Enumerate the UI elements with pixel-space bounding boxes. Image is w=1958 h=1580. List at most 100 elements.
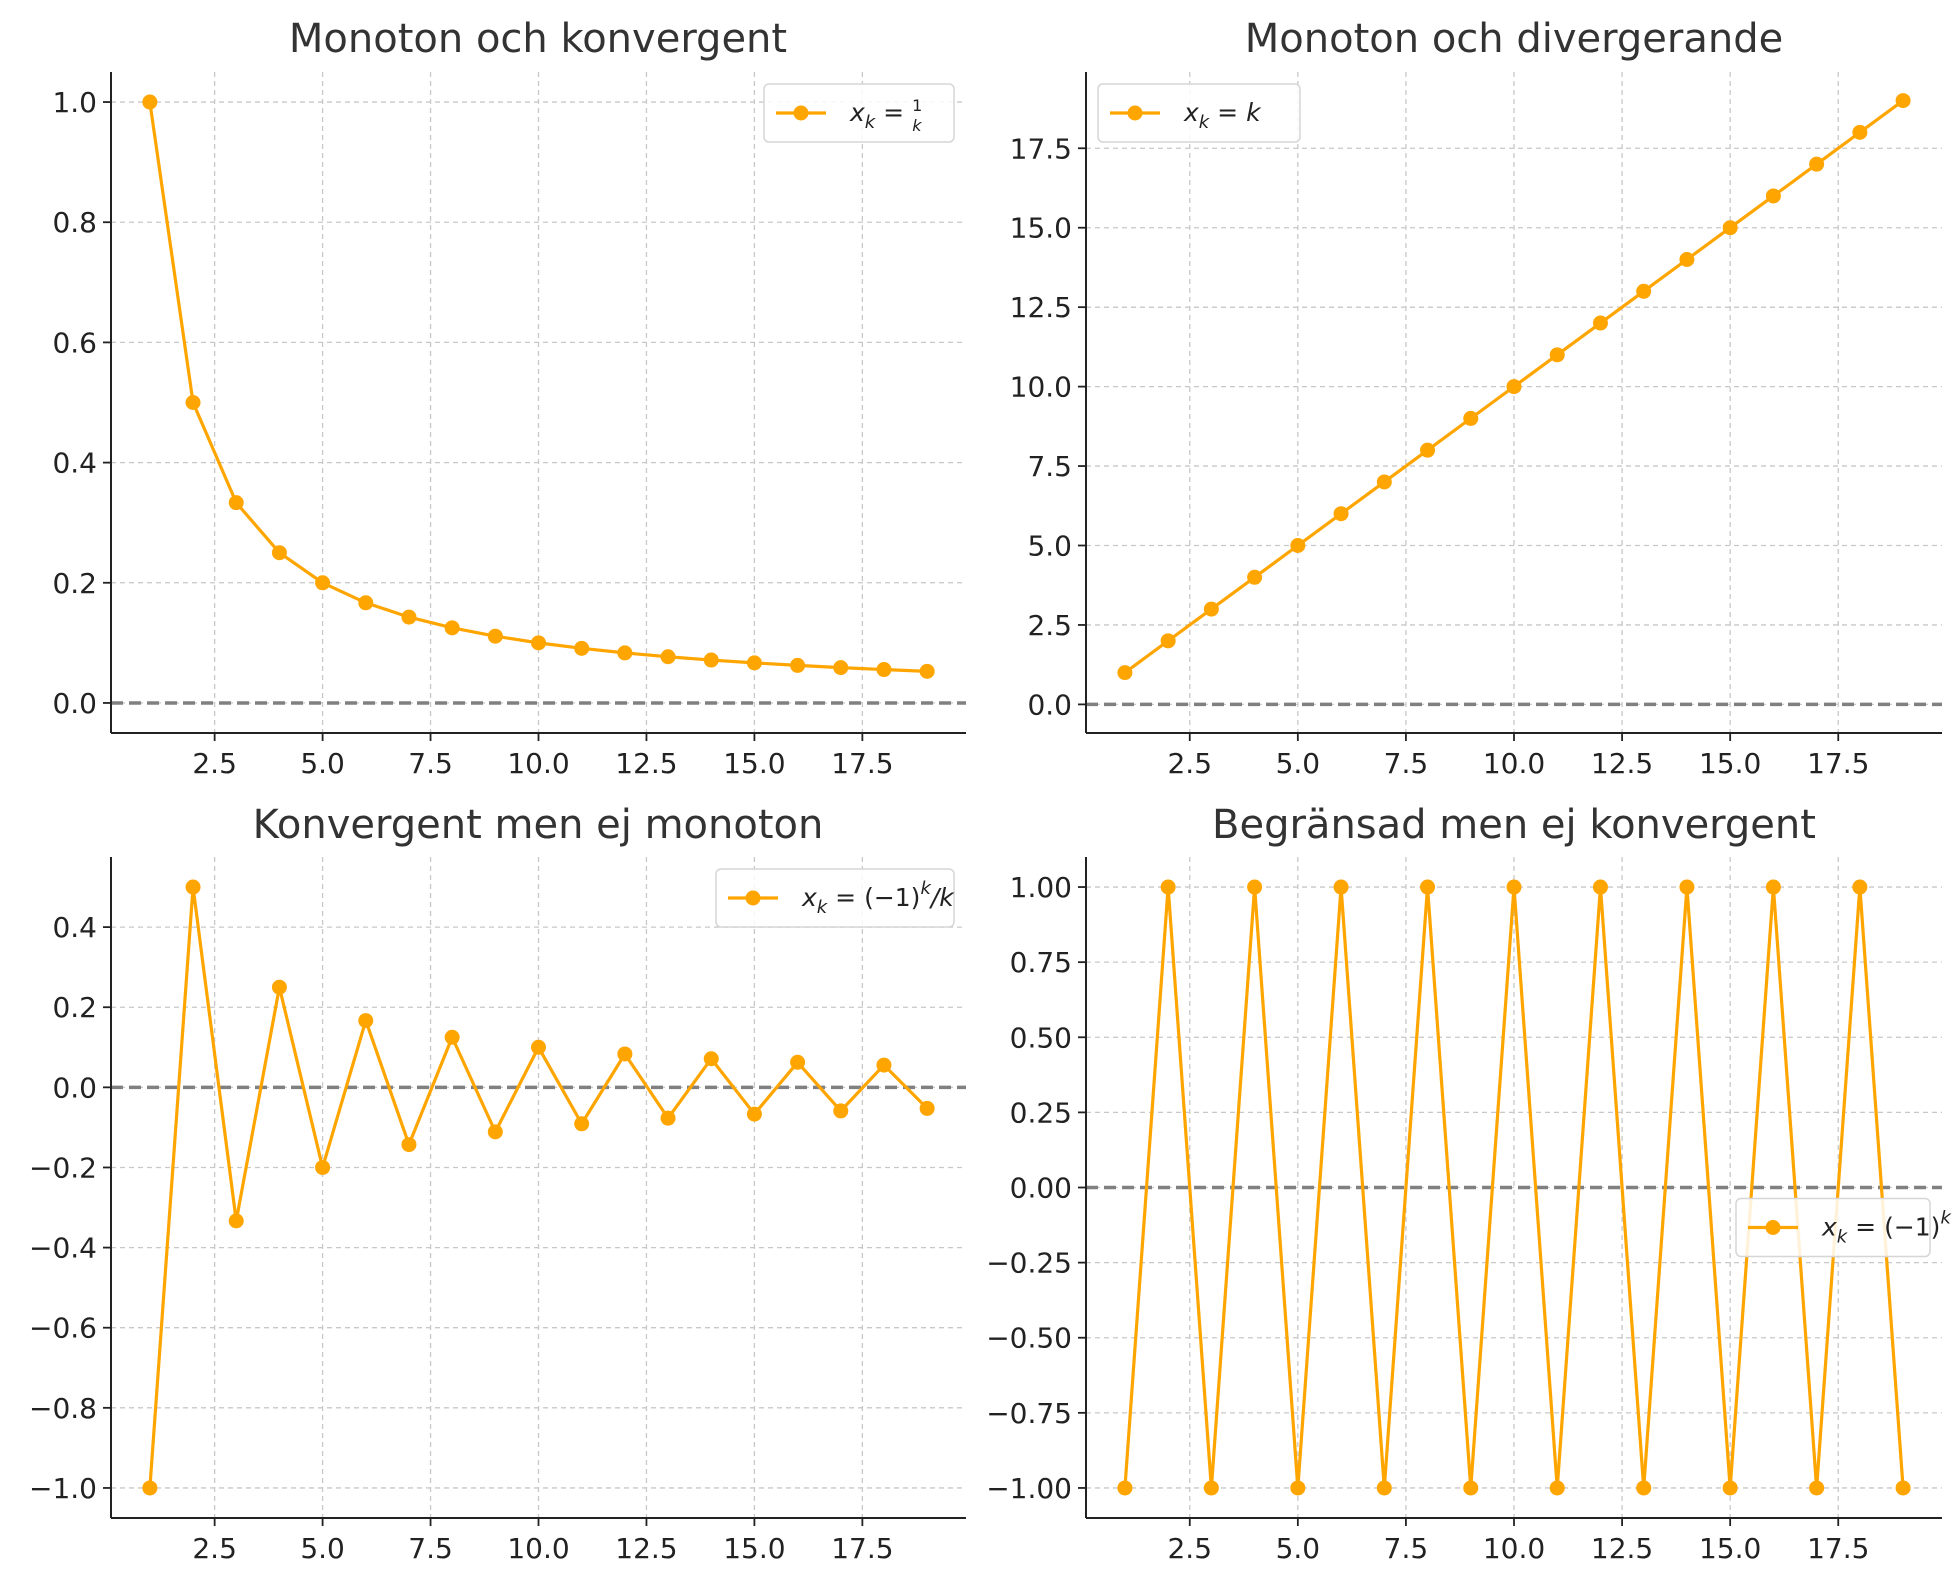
- data-point: [574, 1116, 590, 1132]
- legend: xk = k: [1097, 83, 1301, 143]
- data-point: [1679, 251, 1695, 267]
- x-tick-label: 17.5: [1807, 1532, 1869, 1565]
- y-tick-label: 0.75: [1010, 946, 1072, 979]
- legend-box: [1735, 1197, 1931, 1258]
- y-tick-label: 12.5: [1010, 291, 1072, 324]
- x-tick-label: 12.5: [1591, 747, 1653, 780]
- data-point: [919, 663, 935, 679]
- data-point: [531, 1039, 546, 1055]
- data-point: [1592, 879, 1608, 895]
- data-point: [1765, 879, 1781, 895]
- data-point: [746, 1106, 762, 1122]
- x-tick-label: 7.5: [1384, 747, 1429, 780]
- y-tick-label: 17.5: [1010, 132, 1072, 165]
- data-point: [401, 1137, 417, 1153]
- data-point: [228, 495, 244, 511]
- x-tick-label: 10.0: [507, 1532, 569, 1565]
- data-point: [1420, 442, 1436, 458]
- data-point: [358, 1013, 374, 1029]
- data-point: [660, 649, 676, 665]
- y-tick-label: 7.5: [1027, 450, 1072, 483]
- data-point: [617, 645, 633, 661]
- data-point: [703, 1051, 719, 1067]
- data-point: [271, 545, 287, 561]
- x-tick-label: 15.0: [723, 1532, 785, 1565]
- x-tick-label: 5.0: [1276, 1532, 1321, 1565]
- x-tick-label: 15.0: [1699, 1532, 1761, 1565]
- data-point: [142, 94, 158, 110]
- data-point: [1852, 879, 1868, 895]
- data-point: [271, 979, 287, 995]
- data-point: [1636, 1480, 1652, 1496]
- data-point: [1333, 506, 1349, 522]
- data-point: [1463, 410, 1479, 426]
- data-point: [703, 652, 719, 668]
- data-point: [1636, 283, 1652, 299]
- y-tick-label: 5.0: [1027, 530, 1072, 563]
- data-point: [660, 1110, 676, 1126]
- legend-label: xk = (−1)k: [1821, 1208, 1952, 1248]
- x-tick-label: 2.5: [192, 747, 237, 780]
- x-tick-label: 15.0: [723, 747, 785, 780]
- data-point: [1722, 1480, 1738, 1496]
- y-tick-label: 0.2: [52, 567, 97, 600]
- x-tick-label: 10.0: [1483, 747, 1545, 780]
- data-point: [1765, 188, 1781, 204]
- data-point: [1506, 879, 1522, 895]
- y-tick-label: 15.0: [1010, 212, 1072, 245]
- data-point: [1722, 220, 1738, 236]
- data-point: [833, 660, 849, 676]
- data-point: [1160, 879, 1176, 895]
- y-tick-label: −1.00: [986, 1472, 1072, 1505]
- data-point: [142, 1480, 158, 1496]
- legend-marker: [745, 890, 761, 906]
- x-tick-label: 5.0: [300, 747, 345, 780]
- x-tick-label: 2.5: [192, 1532, 237, 1565]
- y-tick-label: 10.0: [1010, 371, 1072, 404]
- data-point: [1506, 379, 1522, 395]
- data-point: [315, 1159, 331, 1175]
- y-tick-label: 1.00: [1010, 871, 1072, 904]
- x-tick-label: 2.5: [1167, 747, 1212, 780]
- y-tick-label: 0.4: [52, 447, 97, 480]
- legend-label: xk = (−1)k/k: [801, 878, 955, 918]
- x-tick-label: 12.5: [615, 1532, 677, 1565]
- data-point: [1852, 124, 1868, 140]
- data-point: [1333, 879, 1349, 895]
- y-tick-label: −0.2: [29, 1151, 97, 1184]
- data-point: [228, 1213, 244, 1229]
- y-tick-label: 1.0: [52, 86, 97, 119]
- legend: xk = (−1)k/k: [715, 868, 955, 928]
- data-point: [790, 1054, 806, 1070]
- data-point: [876, 1057, 892, 1073]
- y-tick-label: −0.25: [986, 1247, 1072, 1280]
- data-point: [1203, 1480, 1219, 1496]
- y-tick-label: 0.6: [52, 326, 97, 359]
- data-point: [1290, 538, 1306, 554]
- legend-marker: [793, 105, 809, 121]
- data-point: [1809, 1480, 1825, 1496]
- y-tick-label: −0.50: [986, 1322, 1072, 1355]
- data-point: [185, 395, 201, 410]
- chart-title: Begränsad men ej konvergent: [1212, 802, 1816, 848]
- chart-panel-3: 2.5 5.0 7.5 10.0 12.5 15.0 17.5 −1.0 −0.8 −0.6 −0.…: [29, 802, 966, 1565]
- chart-panel-1: 2.5 5.0 7.5 10.0 12.5 15.0 17.5 0.0 0.2 0.4 0.6 0.8…: [52, 16, 966, 780]
- data-point: [1376, 1480, 1392, 1496]
- data-point: [876, 662, 892, 678]
- y-tick-label: 2.5: [1027, 609, 1072, 642]
- x-tick-label: 12.5: [1591, 1532, 1653, 1565]
- legend-box: [715, 868, 955, 928]
- data-point: [790, 657, 806, 673]
- data-point: [1160, 633, 1176, 649]
- data-point: [1463, 1480, 1479, 1496]
- y-tick-label: 0.0: [52, 687, 97, 720]
- data-point: [1895, 93, 1911, 109]
- y-tick-label: −0.8: [29, 1392, 97, 1425]
- legend: xk = (−1)k: [1735, 1197, 1952, 1258]
- x-tick-label: 7.5: [1384, 1532, 1429, 1565]
- data-point: [444, 620, 460, 636]
- y-tick-label: 0.25: [1010, 1096, 1072, 1129]
- data-point: [617, 1046, 633, 1062]
